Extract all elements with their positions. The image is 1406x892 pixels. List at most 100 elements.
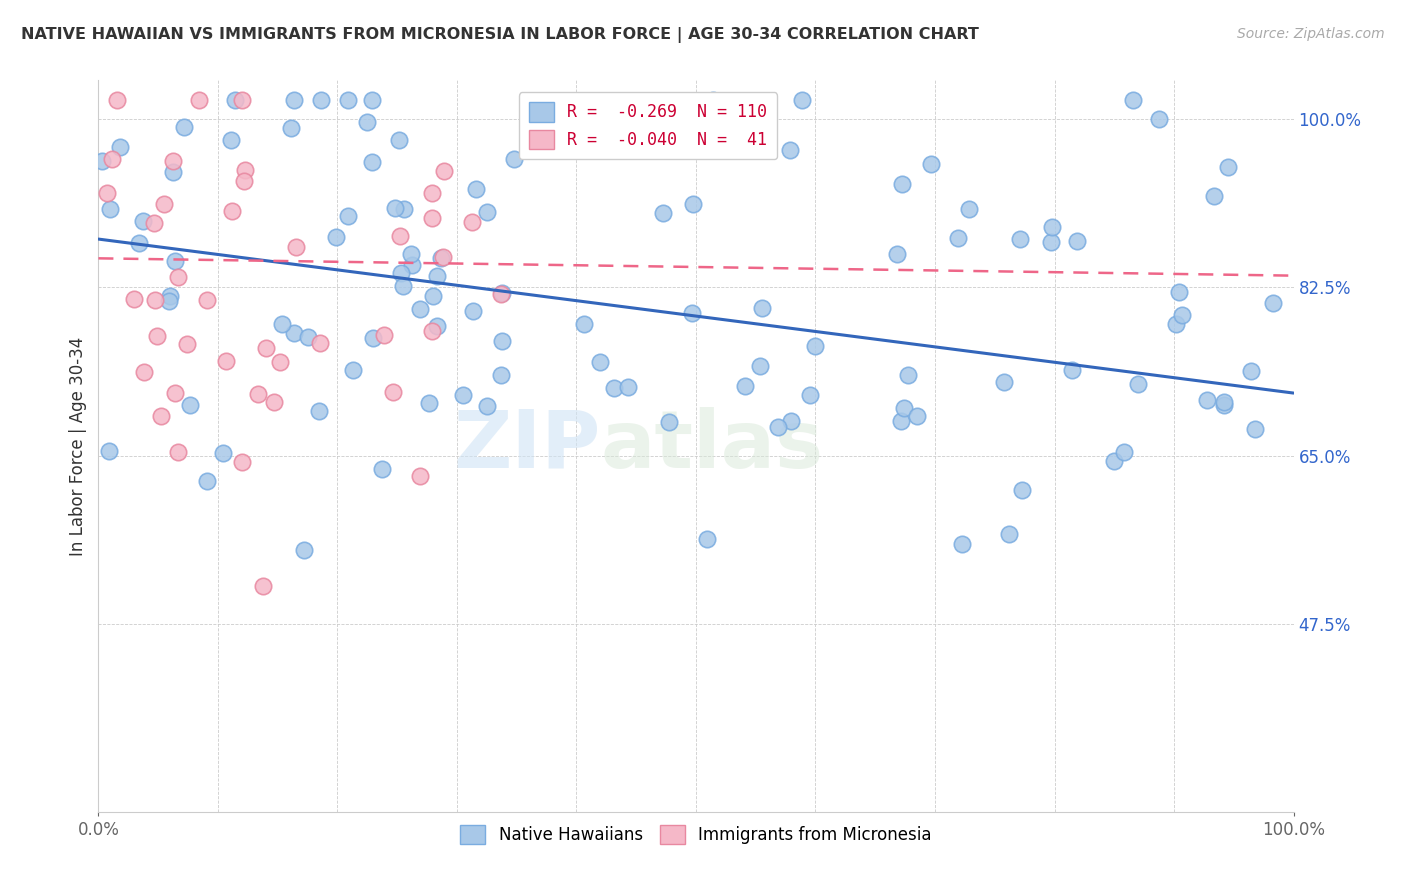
Point (231, 455, 253, 469)
Point (429, 251, 451, 265)
Point (1147, 112, 1170, 126)
Point (491, 286, 513, 301)
Point (233, 162, 256, 177)
Point (143, 217, 166, 231)
Point (1261, 296, 1284, 310)
Point (426, 268, 449, 283)
Point (336, 210, 359, 224)
Point (1213, 395, 1236, 409)
Point (682, 197, 704, 211)
Text: atlas: atlas (600, 407, 824, 485)
Point (702, 93, 724, 107)
Point (215, 353, 238, 368)
Point (163, 386, 186, 401)
Point (893, 401, 915, 416)
Point (734, 379, 756, 393)
Point (1195, 392, 1218, 407)
Point (122, 292, 145, 306)
Point (389, 266, 412, 280)
Point (538, 112, 561, 126)
Point (491, 334, 513, 348)
Point (418, 396, 440, 410)
Point (1213, 397, 1236, 411)
Point (219, 133, 242, 147)
Point (98, 202, 121, 216)
Point (387, 133, 409, 147)
Point (162, 165, 184, 179)
Point (920, 157, 942, 171)
Point (361, 331, 384, 345)
Point (176, 336, 198, 351)
Point (998, 527, 1021, 541)
Point (246, 387, 269, 401)
Point (1240, 364, 1263, 378)
Point (651, 205, 673, 219)
Point (432, 250, 454, 264)
Point (381, 384, 404, 399)
Point (572, 318, 595, 332)
Point (905, 409, 928, 424)
Point (96, 186, 118, 201)
Point (890, 414, 912, 428)
Point (360, 93, 382, 107)
Point (149, 409, 172, 423)
Point (373, 327, 395, 342)
Y-axis label: In Labor Force | Age 30-34: In Labor Force | Age 30-34 (69, 336, 87, 556)
Point (589, 355, 612, 369)
Point (1011, 483, 1033, 497)
Point (159, 289, 181, 303)
Point (422, 289, 444, 303)
Point (284, 240, 307, 254)
Point (342, 363, 364, 377)
Point (420, 324, 443, 338)
Point (165, 254, 187, 268)
Point (1060, 363, 1083, 377)
Point (157, 293, 180, 308)
Point (890, 178, 912, 192)
Point (409, 469, 432, 483)
Point (132, 214, 155, 228)
Point (212, 445, 235, 459)
Point (100, 152, 122, 166)
Point (166, 444, 188, 458)
Point (1008, 232, 1031, 246)
Point (283, 326, 305, 341)
Point (269, 355, 291, 369)
Point (1122, 93, 1144, 107)
Point (489, 368, 512, 383)
Point (950, 537, 973, 551)
Point (128, 235, 150, 250)
Point (1040, 219, 1063, 234)
Point (792, 93, 814, 107)
Point (477, 399, 499, 413)
Point (325, 229, 347, 244)
Point (389, 229, 412, 244)
Point (1066, 235, 1088, 249)
Point (780, 414, 803, 428)
Point (360, 154, 382, 169)
Point (1243, 422, 1265, 436)
Point (384, 201, 406, 215)
Point (143, 293, 166, 307)
Point (292, 543, 315, 558)
Point (308, 403, 330, 417)
Point (465, 182, 488, 196)
Point (433, 163, 456, 178)
Point (426, 318, 449, 333)
Point (658, 415, 681, 429)
Point (356, 115, 378, 129)
Point (799, 388, 821, 402)
Point (392, 279, 415, 293)
Point (370, 462, 392, 476)
Point (1216, 160, 1239, 174)
Text: ZIP: ZIP (453, 407, 600, 485)
Point (779, 143, 801, 157)
Point (503, 152, 526, 166)
Point (993, 375, 1015, 389)
Point (451, 388, 474, 402)
Point (1167, 285, 1189, 300)
Point (461, 304, 484, 318)
Point (399, 246, 422, 260)
Point (681, 306, 703, 320)
Point (1171, 308, 1194, 322)
